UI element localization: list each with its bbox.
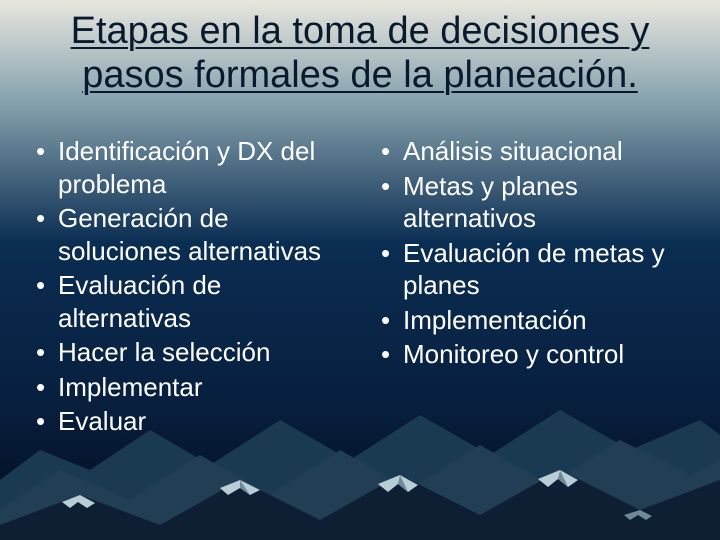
slide-title-container: Etapas en la toma de decisiones y pasos … (0, 10, 720, 97)
slide-body: Identificación y DX del problema Generac… (30, 135, 700, 440)
list-item: Monitoreo y control (375, 338, 700, 371)
list-item: Evaluación de metas y planes (375, 237, 700, 302)
list-item: Análisis situacional (375, 135, 700, 168)
list-item: Implementación (375, 304, 700, 337)
list-item: Identificación y DX del problema (30, 135, 355, 200)
list-item: Generación de soluciones alternativas (30, 202, 355, 267)
list-item: Evaluación de alternativas (30, 269, 355, 334)
left-bullet-list: Identificación y DX del problema Generac… (30, 135, 355, 438)
slide-container: Etapas en la toma de decisiones y pasos … (0, 0, 720, 540)
list-item: Evaluar (30, 405, 355, 438)
list-item: Implementar (30, 371, 355, 404)
list-item: Hacer la selección (30, 336, 355, 369)
right-bullet-list: Análisis situacional Metas y planes alte… (375, 135, 700, 371)
list-item: Metas y planes alternativos (375, 170, 700, 235)
slide-title: Etapas en la toma de decisiones y pasos … (30, 10, 690, 97)
left-column: Identificación y DX del problema Generac… (30, 135, 355, 440)
right-column: Análisis situacional Metas y planes alte… (375, 135, 700, 440)
